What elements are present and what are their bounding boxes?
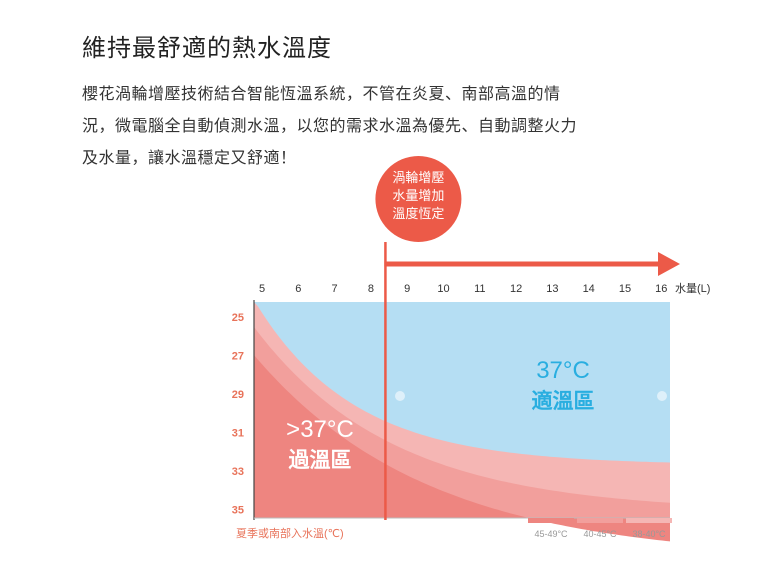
x-tick-labels: 5 6 7 8 9 10 11 12 13 14 15 16 — [259, 283, 667, 295]
y-tick-label: 27 — [232, 351, 244, 363]
y-tick-label: 29 — [232, 389, 244, 401]
legend: 45-49°C 40-45°C 38-40°C — [528, 518, 672, 539]
legend-swatch — [626, 518, 672, 523]
comfort-zone-name: 適溫區 — [532, 389, 595, 413]
y-tick-label: 35 — [232, 505, 244, 517]
legend-label: 40-45°C — [583, 529, 617, 539]
y-tick-labels: 25 27 29 31 33 35 — [232, 312, 244, 517]
x-tick-label: 16 — [655, 283, 667, 295]
comfort-zone-temp: 37°C — [536, 357, 590, 384]
callout-line-3: 溫度恆定 — [392, 206, 444, 221]
overheat-zone-name: 過溫區 — [289, 448, 352, 472]
x-tick-label: 12 — [510, 283, 522, 295]
x-tick-label: 8 — [368, 283, 374, 295]
callout-bubble — [375, 156, 462, 242]
description-line-1: 櫻花渦輪增壓技術結合智能恆溫系統，不管在炎夏、南部高溫的情 — [82, 84, 561, 103]
x-tick-label: 5 — [259, 283, 265, 295]
callout-line-2: 水量增加 — [392, 188, 444, 203]
band-45-49 — [254, 355, 670, 542]
legend-swatch — [577, 518, 623, 523]
y-tick-label: 33 — [232, 466, 244, 478]
x-tick-label: 6 — [295, 283, 301, 295]
x-tick-label: 9 — [404, 283, 410, 295]
y-tick-label: 25 — [232, 312, 244, 324]
arrow-head-icon — [658, 252, 680, 276]
page-title: 維持最舒適的熱水溫度 — [82, 34, 332, 62]
y-tick-label: 31 — [232, 428, 244, 440]
x-tick-label: 10 — [437, 283, 449, 295]
x-tick-label: 11 — [474, 283, 485, 295]
description-line-3: 及水量，讓水溫穩定又舒適！ — [82, 148, 297, 167]
y-axis-label: 夏季或南部入水溫(℃) — [236, 526, 344, 540]
legend-label: 45-49°C — [534, 529, 568, 539]
x-tick-label: 14 — [583, 283, 595, 295]
x-unit-label: 水量(L) — [675, 282, 710, 295]
legend-swatch — [528, 518, 574, 523]
description-line-2: 況，微電腦全自動偵測水溫，以您的需求水溫為優先、自動調整火力 — [82, 116, 578, 135]
legend-label: 38-40°C — [632, 529, 666, 539]
x-tick-label: 7 — [332, 283, 338, 295]
x-tick-label: 13 — [546, 283, 558, 295]
callout-line-1: 渦輪增壓 — [392, 170, 444, 185]
overheat-zone-temp: >37°C — [286, 416, 354, 443]
x-tick-label: 15 — [619, 283, 631, 295]
